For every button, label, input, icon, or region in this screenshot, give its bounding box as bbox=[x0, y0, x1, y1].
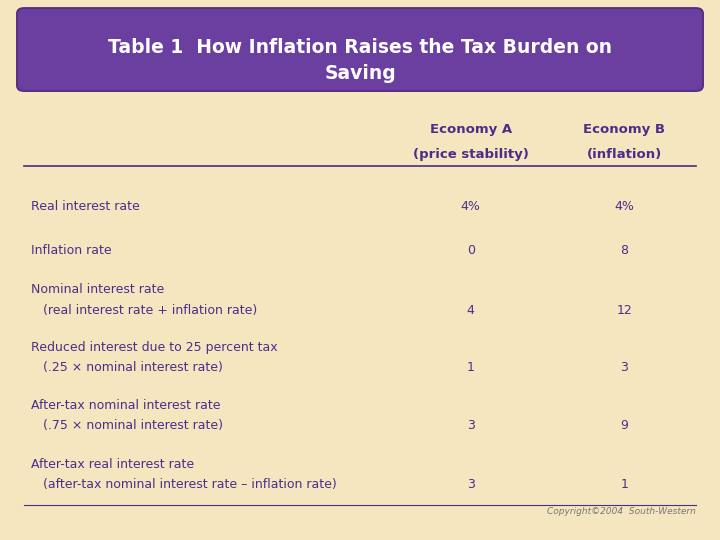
FancyBboxPatch shape bbox=[17, 8, 703, 91]
Text: (after-tax nominal interest rate – inflation rate): (after-tax nominal interest rate – infla… bbox=[32, 478, 337, 491]
Text: After-tax nominal interest rate: After-tax nominal interest rate bbox=[32, 399, 221, 411]
Text: 4: 4 bbox=[467, 303, 474, 316]
Text: 3: 3 bbox=[467, 478, 474, 491]
Text: 3: 3 bbox=[467, 419, 474, 432]
Text: 1: 1 bbox=[467, 361, 474, 374]
Text: Inflation rate: Inflation rate bbox=[32, 244, 112, 256]
Text: (inflation): (inflation) bbox=[587, 148, 662, 161]
Text: 8: 8 bbox=[621, 244, 629, 256]
Text: 0: 0 bbox=[467, 244, 474, 256]
Text: Economy A: Economy A bbox=[430, 124, 512, 137]
Text: Table 1  How Inflation Raises the Tax Burden on: Table 1 How Inflation Raises the Tax Bur… bbox=[108, 38, 612, 57]
Text: (.25 × nominal interest rate): (.25 × nominal interest rate) bbox=[32, 361, 223, 374]
Text: (.75 × nominal interest rate): (.75 × nominal interest rate) bbox=[32, 419, 223, 432]
Text: 9: 9 bbox=[621, 419, 629, 432]
Text: Nominal interest rate: Nominal interest rate bbox=[32, 284, 165, 296]
Text: After-tax real interest rate: After-tax real interest rate bbox=[32, 457, 194, 470]
Text: 1: 1 bbox=[621, 478, 629, 491]
Text: 12: 12 bbox=[616, 303, 632, 316]
Text: 4%: 4% bbox=[614, 200, 634, 213]
Text: Reduced interest due to 25 percent tax: Reduced interest due to 25 percent tax bbox=[32, 341, 278, 354]
Text: (real interest rate + inflation rate): (real interest rate + inflation rate) bbox=[32, 303, 258, 316]
Text: Economy B: Economy B bbox=[583, 124, 665, 137]
Text: (price stability): (price stability) bbox=[413, 148, 528, 161]
Text: Saving: Saving bbox=[324, 64, 396, 83]
Text: Copyright©2004  South-Western: Copyright©2004 South-Western bbox=[547, 507, 696, 516]
Text: Real interest rate: Real interest rate bbox=[32, 200, 140, 213]
Text: 4%: 4% bbox=[461, 200, 481, 213]
Text: 3: 3 bbox=[621, 361, 629, 374]
